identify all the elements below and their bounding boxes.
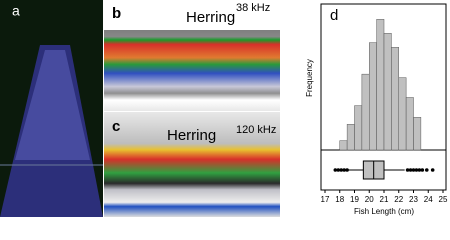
figure: a b Herring 38 kHz c Herring 120 kHz d F… [0,0,448,217]
panel-b: b Herring 38 kHz [104,0,280,111]
x-tick-label: 18 [335,195,344,204]
bar [391,47,399,151]
outlier [424,168,429,172]
panel-label: d [330,7,338,24]
panel-label: b [112,5,121,22]
outlier [345,168,349,172]
x-tick-label: 25 [439,195,448,204]
frequency-label: 38 kHz [236,2,270,14]
outlier [417,168,422,172]
outlier [339,168,344,172]
bar [354,105,363,151]
outlier [405,168,410,172]
x-tick-label: 21 [380,195,389,204]
bar [339,140,348,151]
panel-a: a [0,0,103,217]
outlier [430,168,435,172]
echogram [104,112,280,217]
outlier [333,168,338,172]
bar [398,77,407,151]
bar [383,33,392,151]
x-tick-label: 22 [394,195,403,204]
x-tick-label: 24 [424,195,433,204]
annotation: Herring [167,127,216,144]
x-tick-label: 19 [350,195,359,204]
sonar-echo [15,50,90,160]
outlier [408,168,413,172]
outlier [414,168,419,172]
bar [405,97,414,151]
x-tick-label: 20 [365,195,374,204]
outlier [420,168,425,172]
y-axis-label: Frequency [305,59,314,97]
outlier [411,168,416,172]
bar [361,73,370,151]
x-axis-label: Fish Length (cm) [354,207,414,216]
panel-d: d Fish Length (cm) Frequency 17 18 19 20 21 2… [305,3,448,216]
panel-label: c [112,118,120,135]
x-tick-label: 17 [321,195,330,204]
bar [413,117,422,151]
outlier [342,168,346,172]
panel-label: a [12,3,20,19]
echogram-top [104,0,280,30]
bar [369,42,377,151]
outlier [336,168,341,172]
panel-c: c Herring 120 kHz [104,112,280,217]
frequency-label: 120 kHz [236,124,276,136]
bar [346,124,355,151]
bar [376,19,385,151]
x-tick-label: 23 [409,195,418,204]
annotation: Herring [186,9,235,26]
